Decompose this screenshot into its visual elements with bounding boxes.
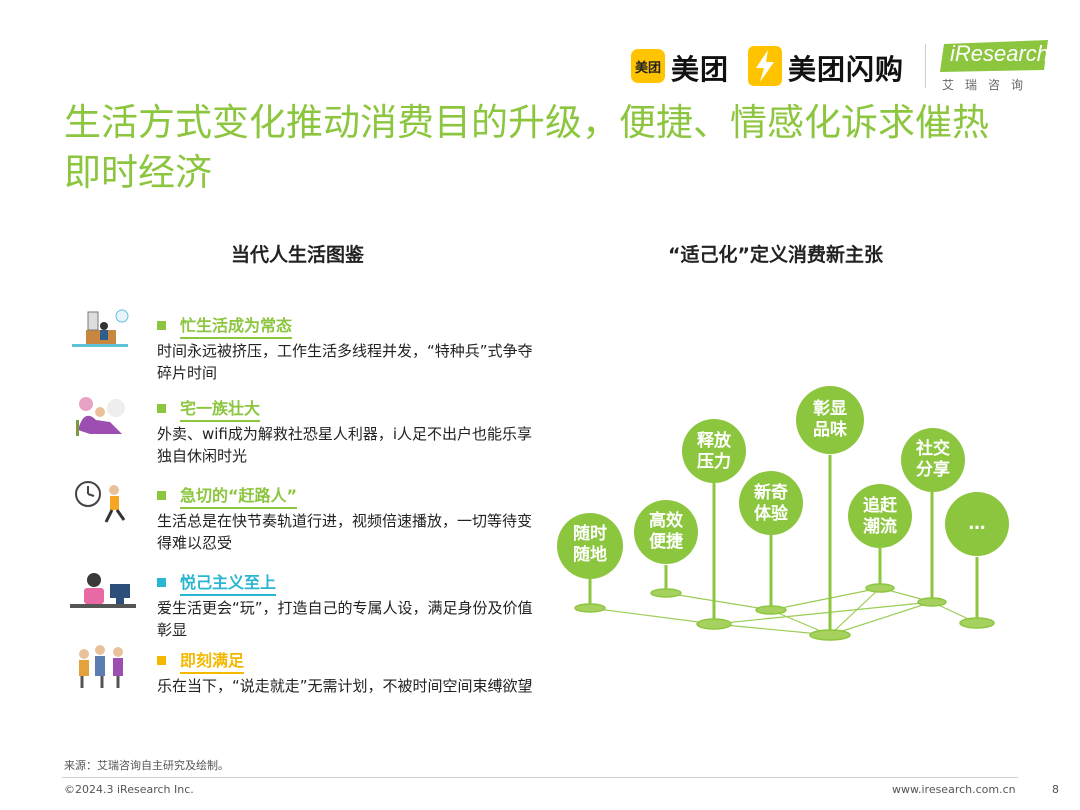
footer-divider <box>62 777 1018 778</box>
page-title: 生活方式变化推动消费目的升级，便捷、情感化诉求催热即时经济 <box>64 101 989 194</box>
item-label: 急切的“赶路人” <box>180 482 298 509</box>
node-text-line2: 便捷 <box>649 532 683 552</box>
item-head-busy: 忙生活成为常态 <box>157 312 293 339</box>
meituan-logo-text: 美团 <box>671 53 730 86</box>
bullet-square <box>157 656 166 665</box>
clock-runner-icon <box>75 481 126 523</box>
right-section-heading: “适己化”定义消费新主张 <box>668 244 883 266</box>
node-circle-anytime <box>557 513 623 579</box>
website-link[interactable]: www.iresearch.com.cn <box>892 783 1016 796</box>
node-circle-efficient <box>634 500 698 564</box>
iresearch-logo-flag <box>940 40 1048 72</box>
node-text-line1: 彰显 <box>813 399 847 419</box>
item-label: 即刻满足 <box>180 647 245 674</box>
node-text-line1: 释放 <box>697 431 731 451</box>
node-label-social: 社交 分享 <box>900 439 966 481</box>
stay-home-person-icon <box>76 397 125 436</box>
item-label: 悦己主义至上 <box>180 569 277 596</box>
node-circle-more <box>945 492 1009 556</box>
item-desc: 爱生活更会“玩”，打造自己的专属人设，满足身份及价值彰显 <box>157 599 533 639</box>
node-text-line1: 高效 <box>649 511 683 531</box>
page-number: 8 <box>1052 783 1059 796</box>
item-desc: 外卖、wifi成为解救社恐星人利器，i人足不出户也能乐享独自休闲时光 <box>157 425 533 465</box>
node-text-line1: 追赶 <box>863 496 897 516</box>
iresearch-logo-subtitle: 艾瑞咨询 <box>942 78 1035 92</box>
node-label-efficient: 高效 便捷 <box>633 511 699 553</box>
item-head-homebody: 宅一族壮大 <box>157 395 261 422</box>
node-text-line2: 潮流 <box>863 517 897 537</box>
node-label-taste: 彰显 品味 <box>795 399 865 441</box>
lightning-bolt-icon <box>748 46 782 86</box>
node-text-line2: 品味 <box>813 420 847 440</box>
meituan-logo-badge: 美团 <box>631 49 665 83</box>
base-ellipses <box>574 583 995 641</box>
node-label-trend: 追赶 潮流 <box>847 496 913 538</box>
bullet-square <box>157 321 166 330</box>
node-text-line2: 分享 <box>916 460 950 480</box>
item-desc: 乐在当下，“说走就走”无需计划，不被时间空间束缚欲望 <box>157 677 533 695</box>
node-circle-social <box>901 428 965 492</box>
busy-worker-icon <box>72 309 129 347</box>
node-text-line2: 随地 <box>573 545 607 565</box>
logo-divider <box>925 44 926 88</box>
consumption-tree-diagram <box>574 455 995 641</box>
item-head-rusher: 急切的“赶路人” <box>157 482 298 509</box>
node-circle-taste <box>796 386 864 454</box>
node-text-line2: 体验 <box>754 504 788 524</box>
bullet-square <box>157 404 166 413</box>
meituan-shangou-logo-text: 美团闪购 <box>788 53 905 86</box>
node-label-novelty: 新奇 体验 <box>738 483 804 525</box>
left-section-heading: 当代人生活图鉴 <box>231 244 365 266</box>
bullet-square <box>157 578 166 587</box>
travel-group-icon <box>79 645 123 688</box>
item-desc: 生活总是在快节奏轨道行进，视频倍速播放，一切等待变得难以忍受 <box>157 512 533 552</box>
copyright: ©2024.3 iResearch Inc. <box>64 783 194 796</box>
node-text-line2: 压力 <box>697 452 731 472</box>
iresearch-logo-text: iResearch <box>950 41 1050 66</box>
node-label-release: 释放 压力 <box>681 431 747 473</box>
item-head-self-pleasing: 悦己主义至上 <box>157 569 277 596</box>
node-circle-novelty <box>739 471 803 535</box>
bullet-square <box>157 491 166 500</box>
node-text-line1: 随时 <box>573 524 607 544</box>
node-label-more: … <box>944 514 1010 535</box>
source-note: 来源：艾瑞咨询自主研究及绘制。 <box>64 759 229 772</box>
node-text-line1: … <box>968 514 986 534</box>
item-label: 忙生活成为常态 <box>180 312 293 339</box>
node-text-line1: 新奇 <box>754 483 788 503</box>
item-desc: 时间永远被挤压，工作生活多线程并发，“特种兵”式争夺碎片时间 <box>157 342 533 382</box>
node-circle-release <box>682 419 746 483</box>
node-label-anytime: 随时 随地 <box>555 524 625 566</box>
node-text-line1: 社交 <box>916 439 950 459</box>
node-circle-trend <box>848 484 912 548</box>
item-head-instant: 即刻满足 <box>157 647 245 674</box>
self-pleasing-person-icon <box>70 573 136 608</box>
item-label: 宅一族壮大 <box>180 395 261 422</box>
